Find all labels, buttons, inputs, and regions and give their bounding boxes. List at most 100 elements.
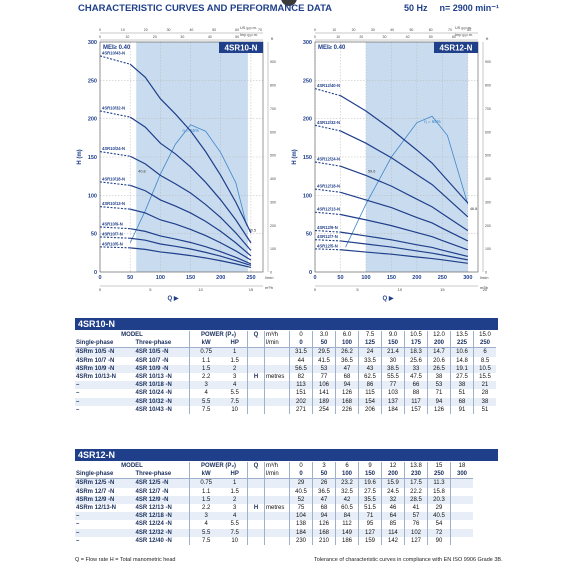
m3h-value: 15.0 [473, 331, 496, 340]
table-row: 4SRm 10/5 -N 4SR 10/5 -N 0.75 1 31.5 29.5 26.2… [75, 347, 496, 357]
three-phase-model: 4SR 12/40 -N [135, 537, 172, 544]
head-curve [340, 231, 468, 258]
table-row: 4SRm 12/9 -N 4SR 12/9 -N 1.5 2 52 47 42 35.5 32 2… [75, 495, 473, 505]
ft-tick: 600 [485, 130, 491, 134]
head-value: 271 [289, 405, 313, 415]
power-hp: 4 [222, 381, 248, 390]
power-kw: 1.5 [189, 495, 223, 505]
power-hp: 5.5 [230, 521, 239, 528]
head-value: 11.3 [427, 478, 451, 488]
q-min-label: 40.8 [138, 169, 145, 173]
h-label [247, 520, 265, 529]
three-phase-header: Three-phase [134, 339, 190, 349]
power-hp: 2 [222, 364, 248, 374]
head-curve-dashed [314, 211, 341, 216]
head-value: 29.5 [312, 347, 336, 357]
table-row: –4SR 12/32 -N 5.5 7.5 184 168 149 127 114 102 72 [75, 528, 473, 537]
head-value: 113 [289, 381, 313, 390]
header-frequency: 50 Hz [404, 3, 428, 13]
lmin-value: 150 [381, 339, 405, 349]
head-value: 51 [450, 389, 474, 398]
m3h-tick: 0 [314, 287, 317, 292]
single-phase-header: Single-phase [75, 470, 135, 480]
head-value: 137 [381, 397, 405, 406]
lmin-value: 100 [335, 339, 359, 349]
ft-tick: 200 [485, 224, 491, 228]
three-phase-model: 4SR 12/9 -N [134, 495, 190, 505]
series-label: 4SR12/9-N [317, 225, 338, 230]
h-unit [264, 405, 290, 415]
hp-header: HP [222, 339, 248, 349]
head-value: 77 [381, 381, 405, 390]
head-curve [129, 184, 252, 257]
head-value: 51 [473, 405, 496, 415]
head-value: 28.5 [404, 495, 428, 505]
power-header: POWER (P₂) [189, 462, 248, 471]
head-value: 25.6 [404, 356, 428, 365]
m3h-value: 6.0 [335, 331, 359, 340]
head-value: 30 [381, 356, 405, 365]
lmin-value: 0 [289, 339, 313, 349]
h-label [247, 364, 265, 374]
head-value: 21 [473, 381, 496, 390]
x-tick-label: 200 [216, 275, 225, 281]
head-value: 36.5 [312, 487, 336, 496]
single-phase-model: – [75, 381, 135, 390]
ft-tick: 600 [270, 130, 276, 134]
y-axis-title: H (m) [77, 149, 83, 164]
head-value: 38.5 [381, 364, 405, 374]
head-curve-dashed [99, 206, 131, 210]
table-row: 4SRm 10/9 -N 4SR 10/9 -N 1.5 2 56.5 53 47 43 38.… [75, 364, 496, 374]
m3h-value: 7.5 [358, 331, 382, 340]
single-phase-model: – [76, 521, 80, 528]
h-label: H [247, 373, 265, 382]
single-phase-model: 4SRm 10/13-N [76, 374, 117, 381]
x2-unit-label: m³/h [480, 285, 488, 290]
page-ornament [281, 0, 297, 6]
head-value: 88 [404, 389, 428, 398]
usgpm-tick: 50 [212, 28, 216, 32]
head-value: 94 [335, 381, 359, 390]
three-phase-model: 4SR 10/18 -N [134, 381, 190, 390]
ft-tick: 500 [485, 154, 491, 158]
head-value: 54 [427, 520, 451, 529]
head-value: 29 [427, 504, 451, 513]
head-value: 46 [381, 504, 405, 513]
y-axis-title: H (m) [292, 149, 298, 164]
head-value: 76 [404, 520, 428, 529]
series-label: 4SR12/40-N [317, 83, 340, 88]
series-label: 4SR12/24-N [317, 156, 340, 161]
x-tick-label: 50 [127, 275, 133, 281]
power-hp: 10 [231, 406, 239, 413]
table-row: 4SRm 12/5 -N 4SR 12/5 -N 0.75 1 29 26 23.2 19.6… [75, 478, 473, 488]
y-tick-label: 300 [88, 40, 97, 46]
three-phase-model: 4SR 10/5 -N [134, 347, 190, 357]
power-kw: 5.5 [189, 397, 223, 406]
head-value: 168 [312, 528, 336, 537]
three-phase-model: 4SR 10/9 -N [134, 364, 190, 374]
three-phase-model: 4SR 12/24 -N [135, 521, 172, 528]
head-value: 14.8 [450, 356, 474, 365]
series-label: 4SR12/7-N [317, 234, 338, 239]
head-curve-dashed [99, 151, 131, 157]
power-hp: 1.5 [230, 488, 239, 495]
head-curve [129, 116, 252, 244]
head-value: 19.6 [358, 478, 382, 488]
head-value: 189 [312, 397, 336, 406]
x-tick-label: 250 [438, 275, 447, 281]
y-tick-label: 50 [91, 232, 97, 238]
head-value: 56.5 [289, 364, 313, 374]
head-value: 117 [404, 397, 428, 406]
head-value: 186 [335, 536, 359, 546]
ft-tick: 700 [270, 107, 276, 111]
head-curve-dashed [99, 181, 131, 186]
head-value: 94 [312, 512, 336, 521]
footer-legend: Q = Flow rate H = Total manometric head [75, 557, 176, 563]
power-hp: 7.5 [222, 528, 248, 537]
head-curve [129, 155, 252, 251]
three-phase-model: 4SR 12/7 -N [135, 488, 169, 495]
unit-lmin: l/min [264, 470, 290, 480]
head-value: 127 [358, 528, 382, 537]
head-value: 68 [312, 504, 336, 513]
